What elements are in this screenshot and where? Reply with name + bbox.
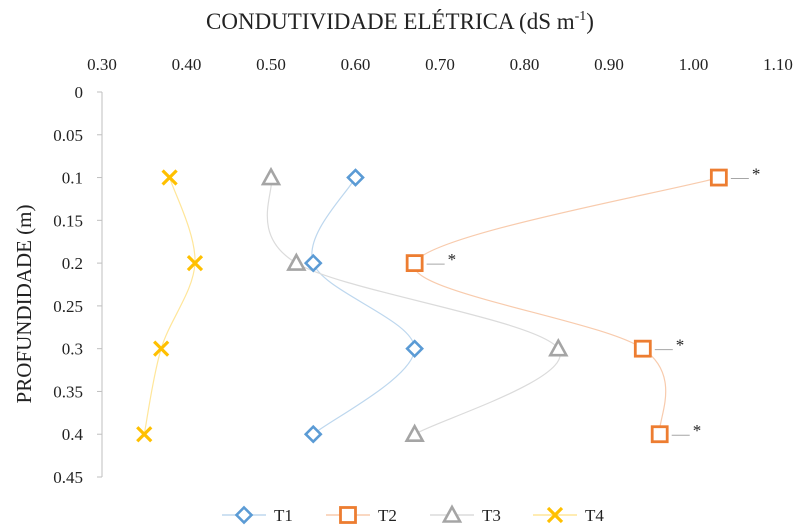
y-axis-label: PROFUNDIDADE (m) xyxy=(12,205,36,404)
data-point-t3 xyxy=(286,252,307,271)
data-point-t1 xyxy=(303,253,323,273)
x-tick-label: 0.30 xyxy=(87,55,117,74)
data-point-t3 xyxy=(404,423,425,443)
chart-title: CONDUTIVIDADE ELÉTRICA (dS m-1) xyxy=(206,9,594,34)
annotation-asterisk: * xyxy=(676,336,685,355)
axes: 0 0.05 0.1 0.15 0.2 0.25 0.3 0.35 0.4 0.45 0.30 0.4… xyxy=(53,55,793,487)
x-tick-label: 1.00 xyxy=(679,55,709,74)
data-point-t4 xyxy=(153,340,170,357)
legend-marker-t1 xyxy=(234,505,254,525)
y-tick-label: 0.35 xyxy=(53,382,83,401)
x-tick-label: 0.50 xyxy=(256,55,286,74)
annotation-asterisk: * xyxy=(693,421,702,440)
annotation-asterisk: * xyxy=(752,165,761,184)
x-tick-label: 1.10 xyxy=(763,55,793,74)
data-point-t4 xyxy=(161,169,178,186)
data-point-t2 xyxy=(633,339,652,358)
y-tick-label: 0.3 xyxy=(62,340,83,359)
chart-title-close: ) xyxy=(586,9,594,34)
series-line-t1 xyxy=(311,177,416,435)
y-tick-label: 0.2 xyxy=(62,254,83,273)
x-tick-label: 0.70 xyxy=(425,55,455,74)
data-point-t3 xyxy=(548,337,569,357)
legend-marker-t4 xyxy=(546,506,564,524)
legend-label-t3: T3 xyxy=(482,506,501,525)
y-tick-label: 0 xyxy=(75,83,84,102)
y-tick-label: 0.15 xyxy=(53,211,83,230)
x-tick-label: 0.40 xyxy=(172,55,202,74)
series-markers xyxy=(136,166,728,444)
x-tick-label: 0.90 xyxy=(594,55,624,74)
data-point-t1 xyxy=(346,168,365,187)
legend-label-t4: T4 xyxy=(585,506,604,525)
data-point-t2 xyxy=(405,254,424,273)
data-point-t2 xyxy=(650,425,669,444)
annotation-asterisk: * xyxy=(448,250,457,269)
data-point-t4 xyxy=(186,254,204,272)
data-point-t1 xyxy=(303,424,323,444)
y-tick-label: 0.1 xyxy=(62,169,83,188)
chart-title-main: CONDUTIVIDADE ELÉTRICA (dS m xyxy=(206,9,575,34)
data-point-t3 xyxy=(260,166,282,186)
legend-marker-t3 xyxy=(441,504,463,523)
series-line-t4 xyxy=(143,177,196,435)
legend: T1 T2 T3 T4 xyxy=(222,504,604,525)
data-point-t2 xyxy=(709,168,728,187)
x-tick-label: 0.60 xyxy=(341,55,371,74)
data-point-t4 xyxy=(136,426,153,443)
chart-title-superscript: -1 xyxy=(575,9,587,24)
y-tick-label: 0.4 xyxy=(62,425,84,444)
x-tick-label: 0.80 xyxy=(510,55,540,74)
legend-label-t1: T1 xyxy=(274,506,293,525)
legend-label-t2: T2 xyxy=(378,506,397,525)
y-tick-label: 0.05 xyxy=(53,126,83,145)
data-point-t1 xyxy=(405,339,424,359)
series-line-t3 xyxy=(266,177,561,435)
legend-marker-t2 xyxy=(339,506,357,524)
series-curves xyxy=(143,176,720,435)
y-tick-label: 0.25 xyxy=(53,297,83,316)
annotations: * * * * xyxy=(426,165,761,440)
series-line-t2 xyxy=(413,176,720,435)
y-tick-label: 0.45 xyxy=(53,468,83,487)
